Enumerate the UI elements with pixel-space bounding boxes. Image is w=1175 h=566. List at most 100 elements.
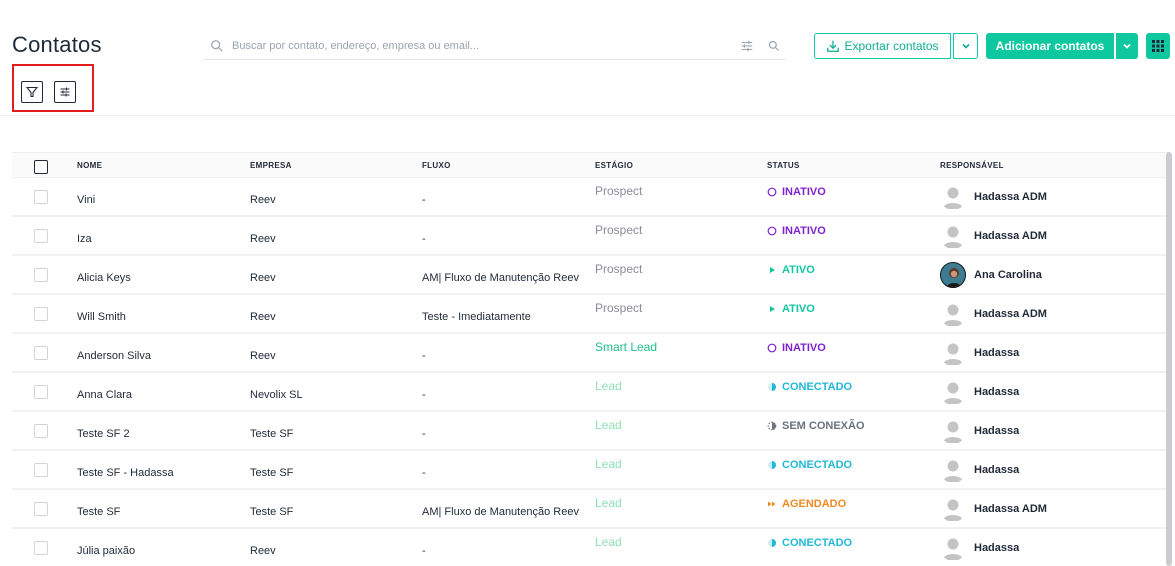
company-name: Reev [250,350,276,362]
filter-button[interactable] [21,81,43,103]
table-row[interactable]: Anderson Silva Reev - Smart Lead INATIVO… [12,334,1170,373]
owner: Hadassa ADM [940,496,1047,522]
column-header-responsavel[interactable]: RESPONSÁVEL [940,161,1004,170]
add-contacts-button[interactable]: Adicionar contatos [986,33,1114,59]
flow-name: - [422,350,426,362]
search-input[interactable] [232,40,740,52]
table-row[interactable]: Will Smith Reev Teste - Imediatamente Pr… [12,295,1170,334]
contact-name[interactable]: Teste SF - Hadassa [77,467,174,479]
stage-label: Lead [595,457,622,471]
scrollbar-thumb[interactable] [1166,152,1172,566]
column-header-estagio[interactable]: ESTÁGIO [595,161,634,170]
columns-settings-button[interactable] [54,81,76,103]
owner-name: Hadassa ADM [974,503,1047,515]
status-label: ATIVO [782,303,815,315]
company-name: Reev [250,311,276,323]
company-name: Teste SF [250,428,294,440]
row-checkbox[interactable] [34,229,48,243]
row-checkbox[interactable] [34,385,48,399]
table-row[interactable]: Teste SF 2 Teste SF - Lead SEM CONEXÃO H… [12,412,1170,451]
contact-name[interactable]: Teste SF [77,506,121,518]
owner: Hadassa ADM [940,301,1047,327]
owner: Hadassa [940,379,1019,405]
chevron-down-icon [961,43,970,49]
row-checkbox[interactable] [34,463,48,477]
export-contacts-button[interactable]: Exportar contatos [814,33,951,59]
status-label: AGENDADO [782,498,847,510]
status-label: ATIVO [782,264,815,276]
contact-name[interactable]: Will Smith [77,311,126,323]
page-title: Contatos [12,32,102,57]
status-badge: SEM CONEXÃO [767,420,865,432]
flow-name: - [422,194,426,206]
column-header-fluxo[interactable]: FLUXO [422,161,451,170]
status-active-icon [767,304,777,314]
stage-label: Lead [595,418,622,432]
table-row[interactable]: Júlia paixão Reev - Lead CONECTADO Hadas… [12,529,1170,566]
tune-icon[interactable] [740,39,754,53]
row-checkbox[interactable] [34,424,48,438]
select-all-checkbox[interactable] [34,160,48,174]
status-scheduled-icon [767,499,777,509]
contact-name[interactable]: Alicia Keys [77,272,131,284]
table-body: Vini Reev - Prospect INATIVO Hadassa ADM… [12,178,1170,566]
company-name: Teste SF [250,506,294,518]
status-label: INATIVO [782,186,826,198]
owner: Hadassa [940,535,1019,561]
table-row[interactable]: Teste SF - Hadassa Teste SF - Lead CONEC… [12,451,1170,490]
table-row[interactable]: Teste SF Teste SF AM| Fluxo de Manutençã… [12,490,1170,529]
search-submit-icon[interactable] [768,40,780,52]
sliders-icon [60,87,70,97]
table-row[interactable]: Anna Clara Nevolix SL - Lead CONECTADO H… [12,373,1170,412]
divider [0,115,1175,116]
row-checkbox[interactable] [34,307,48,321]
row-checkbox[interactable] [34,541,48,555]
avatar [940,496,966,522]
scrollbar[interactable] [1166,152,1172,566]
add-dropdown-button[interactable] [1116,33,1138,59]
avatar [940,379,966,405]
export-contacts-label: Exportar contatos [844,39,939,53]
avatar [940,184,966,210]
contact-name[interactable]: Teste SF 2 [77,428,130,440]
export-dropdown-button[interactable] [953,33,978,59]
contact-name[interactable]: Iza [77,233,92,245]
row-checkbox[interactable] [34,190,48,204]
column-header-empresa[interactable]: EMPRESA [250,161,292,170]
status-badge: INATIVO [767,186,826,198]
stage-label: Prospect [595,262,643,276]
flow-name: - [422,545,426,557]
status-label: INATIVO [782,225,826,237]
contact-name[interactable]: Anna Clara [77,389,133,401]
owner-name: Ana Carolina [974,269,1042,281]
row-checkbox[interactable] [34,502,48,516]
table-row[interactable]: Vini Reev - Prospect INATIVO Hadassa ADM [12,178,1170,217]
owner: Hadassa ADM [940,223,1047,249]
owner: Hadassa ADM [940,184,1047,210]
company-name: Reev [250,272,276,284]
row-checkbox[interactable] [34,268,48,282]
stage-label: Prospect [595,184,643,198]
owner-name: Hadassa ADM [974,308,1047,320]
table-row[interactable]: Iza Reev - Prospect INATIVO Hadassa ADM [12,217,1170,256]
owner-name: Hadassa [974,542,1020,554]
contact-name[interactable]: Vini [77,194,96,206]
table-row[interactable]: Alicia Keys Reev AM| Fluxo de Manutenção… [12,256,1170,295]
table-header: NOME EMPRESA FLUXO ESTÁGIO STATUS RESPON… [12,152,1170,178]
flow-name: AM| Fluxo de Manutenção Reev [422,272,579,284]
column-header-nome[interactable]: NOME [77,161,103,170]
status-connected-icon [767,538,777,548]
contact-name[interactable]: Júlia paixão [77,545,136,557]
row-checkbox[interactable] [34,346,48,360]
avatar [940,340,966,366]
search-bar[interactable] [204,33,786,60]
column-header-status[interactable]: STATUS [767,161,800,170]
status-inactive-icon [767,343,777,353]
contact-name[interactable]: Anderson Silva [77,350,151,362]
flow-name: - [422,467,426,479]
view-toggle-button[interactable] [1146,33,1170,59]
status-label: CONECTADO [782,381,853,393]
owner-name: Hadassa [974,386,1020,398]
status-disconnected-icon [767,421,777,431]
company-name: Reev [250,194,276,206]
